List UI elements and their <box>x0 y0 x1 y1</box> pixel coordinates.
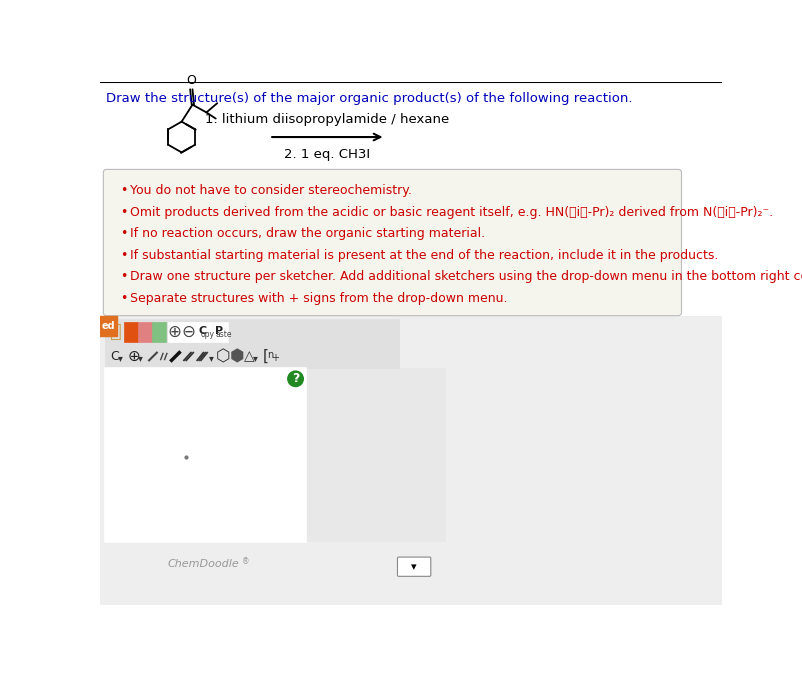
Circle shape <box>288 371 303 386</box>
Text: Separate structures with + signs from the drop-down menu.: Separate structures with + signs from th… <box>130 292 507 305</box>
FancyBboxPatch shape <box>103 169 682 316</box>
Text: ▾: ▾ <box>253 353 257 363</box>
Text: ®: ® <box>242 557 249 566</box>
Text: ?: ? <box>292 373 299 386</box>
Text: ed: ed <box>102 321 115 330</box>
Text: ⊕: ⊕ <box>168 323 181 341</box>
Text: +: + <box>270 353 278 363</box>
Text: ▾: ▾ <box>118 353 123 363</box>
Text: ⬢: ⬢ <box>229 347 244 365</box>
Bar <box>196 322 212 342</box>
Text: P: P <box>215 326 223 336</box>
Bar <box>168 322 181 342</box>
Text: ▾: ▾ <box>209 353 213 363</box>
Text: •: • <box>120 249 128 262</box>
Bar <box>138 322 152 342</box>
Text: •: • <box>120 227 128 240</box>
Bar <box>181 322 196 342</box>
Text: 1. lithium diisopropylamide / hexane: 1. lithium diisopropylamide / hexane <box>205 114 449 126</box>
Text: ▾: ▾ <box>411 562 417 572</box>
Text: 2. 1 eq. CH3I: 2. 1 eq. CH3I <box>284 148 371 161</box>
Text: ✋: ✋ <box>110 322 122 341</box>
Bar <box>306 368 446 542</box>
Text: C: C <box>198 326 207 336</box>
Text: opy: opy <box>200 330 214 339</box>
Bar <box>105 368 306 542</box>
Text: △: △ <box>244 350 254 364</box>
Text: If substantial starting material is present at the end of the reaction, include : If substantial starting material is pres… <box>130 249 718 262</box>
Text: Draw one structure per sketcher. Add additional sketchers using the drop-down me: Draw one structure per sketcher. Add add… <box>130 270 802 284</box>
Bar <box>100 316 722 605</box>
Bar <box>124 322 138 342</box>
Text: •: • <box>120 184 128 197</box>
Bar <box>100 316 117 336</box>
Text: ▾: ▾ <box>138 353 143 363</box>
Text: ⊕: ⊕ <box>128 349 140 364</box>
Text: n: n <box>268 350 273 360</box>
Text: ⬡: ⬡ <box>216 347 230 365</box>
Text: •: • <box>120 205 128 218</box>
Text: •: • <box>120 270 128 284</box>
Bar <box>152 322 166 342</box>
Text: aste: aste <box>215 330 232 339</box>
Text: Omit products derived from the acidic or basic reagent itself, e.g. HN(⁩i⁩-Pr)₂ : Omit products derived from the acidic or… <box>130 205 773 218</box>
Text: You do not have to consider stereochemistry.: You do not have to consider stereochemis… <box>130 184 411 197</box>
Bar <box>105 319 399 345</box>
Text: •: • <box>120 292 128 305</box>
FancyBboxPatch shape <box>398 557 431 577</box>
Text: [: [ <box>263 349 269 364</box>
Text: If no reaction occurs, draw the organic starting material.: If no reaction occurs, draw the organic … <box>130 227 485 240</box>
Text: ⊖: ⊖ <box>182 323 196 341</box>
Text: ChemDoodle: ChemDoodle <box>168 559 239 568</box>
Bar <box>213 322 228 342</box>
Text: Draw the structure(s) of the major organic product(s) of the following reaction.: Draw the structure(s) of the major organ… <box>107 92 633 105</box>
Bar <box>105 345 399 368</box>
Text: C: C <box>110 350 119 363</box>
Text: O: O <box>186 74 196 87</box>
